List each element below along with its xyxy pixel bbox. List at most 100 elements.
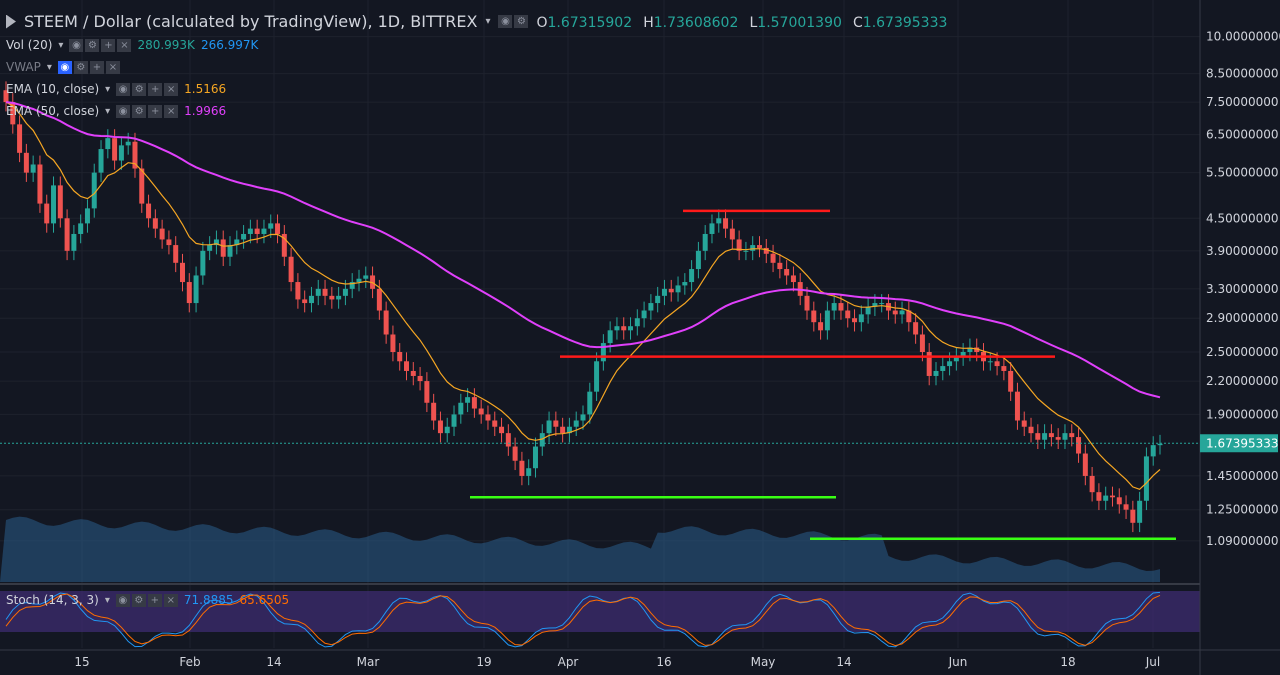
candle-body xyxy=(10,102,16,125)
eye-icon[interactable]: ◉ xyxy=(115,593,130,607)
candle-body xyxy=(241,233,247,240)
candle-body xyxy=(329,295,335,300)
candle-body xyxy=(383,310,389,335)
candle-body xyxy=(947,361,953,367)
candle-body xyxy=(967,347,973,352)
candle-body xyxy=(288,256,294,283)
candle-body xyxy=(1082,453,1088,476)
symbol-title[interactable]: STEEM / Dollar (calculated by TradingVie… xyxy=(24,12,478,31)
candle-body xyxy=(872,303,878,307)
candle-body xyxy=(37,164,43,204)
gear-icon[interactable]: ⚙ xyxy=(85,38,100,52)
stoch-d-line xyxy=(5,593,1161,647)
candle-body xyxy=(424,381,430,403)
add-icon[interactable]: + xyxy=(89,60,104,74)
eye-icon[interactable]: ◉ xyxy=(116,104,131,118)
close-icon[interactable]: × xyxy=(163,593,178,607)
candle-body xyxy=(112,138,118,161)
candle-body xyxy=(621,326,627,331)
close-icon[interactable]: × xyxy=(117,38,132,52)
gear-icon[interactable]: ⚙ xyxy=(73,60,88,74)
candle-body xyxy=(1062,433,1068,440)
indicator-buttons: ◉ ⚙ + × xyxy=(116,104,179,118)
indicator-vwap[interactable]: VWAP ▾ ◉ ⚙ + × xyxy=(6,60,120,74)
ema10-line xyxy=(5,101,1161,490)
candle-body xyxy=(824,310,830,331)
candle-body xyxy=(695,250,701,270)
candle-body xyxy=(560,426,566,434)
candle-body xyxy=(220,239,226,257)
indicator-buttons: ◉ ⚙ + × xyxy=(57,60,120,74)
candle-body xyxy=(580,414,586,421)
close-icon[interactable]: × xyxy=(105,60,120,74)
gear-icon[interactable]: ⚙ xyxy=(132,104,147,118)
candle-body xyxy=(302,299,308,304)
eye-icon[interactable]: ◉ xyxy=(498,15,513,28)
price-axis-tick: 6.50000000 xyxy=(1206,128,1279,142)
candle-body xyxy=(736,239,742,251)
symbol-header: STEEM / Dollar (calculated by TradingVie… xyxy=(6,12,953,31)
candle-body xyxy=(716,218,722,224)
chevron-down-icon[interactable]: ▾ xyxy=(485,16,491,27)
last-price-badge xyxy=(1200,434,1278,453)
indicator-vwap-label: VWAP xyxy=(6,60,41,74)
add-icon[interactable]: + xyxy=(147,593,162,607)
candle-body xyxy=(811,310,817,323)
candle-body xyxy=(275,223,281,234)
gear-icon[interactable]: ⚙ xyxy=(514,15,529,28)
candle-body xyxy=(919,334,925,352)
candle-body xyxy=(1008,370,1014,392)
candle-body xyxy=(1123,504,1129,510)
chevron-down-icon[interactable]: ▾ xyxy=(105,83,111,95)
eye-icon[interactable]: ◉ xyxy=(116,82,131,96)
candle-body xyxy=(607,330,613,344)
trend-lines[interactable] xyxy=(470,209,1176,541)
add-icon[interactable]: + xyxy=(148,104,163,118)
low-value: 1.57001390 xyxy=(757,15,842,31)
indicator-stoch[interactable]: Stoch (14, 3, 3) ▾ ◉ ⚙ + × 71.8885 65.6505 xyxy=(6,593,289,607)
vol-value-2: 266.997K xyxy=(200,38,259,52)
candle-body xyxy=(933,370,939,376)
add-icon[interactable]: + xyxy=(148,82,163,96)
candle-body xyxy=(940,366,946,371)
open-label: O xyxy=(536,15,548,31)
low-label: L xyxy=(749,15,758,31)
eye-icon[interactable]: ◉ xyxy=(69,38,84,52)
candle-body xyxy=(566,426,572,434)
chevron-down-icon[interactable]: ▾ xyxy=(105,105,111,117)
price-axis-tick: 1.90000000 xyxy=(1206,407,1279,421)
candle-body xyxy=(207,245,213,251)
stoch-d-value: 65.6505 xyxy=(239,593,290,607)
candle-body xyxy=(417,375,423,382)
price-axis-tick: 2.50000000 xyxy=(1206,345,1279,359)
time-axis-tick: Jul xyxy=(1145,655,1160,669)
close-icon[interactable]: × xyxy=(164,104,179,118)
time-axis-tick: 16 xyxy=(656,655,671,669)
indicator-ema10[interactable]: EMA (10, close) ▾ ◉ ⚙ + × 1.5166 xyxy=(6,82,226,96)
candle-body xyxy=(152,218,158,229)
candle-body xyxy=(526,468,532,476)
gear-icon[interactable]: ⚙ xyxy=(132,82,147,96)
close-icon[interactable]: × xyxy=(164,82,179,96)
add-icon[interactable]: + xyxy=(101,38,116,52)
price-axis[interactable]: 10.00000000 8.50000000 7.50000000 6.5000000… xyxy=(1199,0,1280,675)
indicator-buttons: ◉ ⚙ + × xyxy=(115,593,178,607)
gear-icon[interactable]: ⚙ xyxy=(131,593,146,607)
indicator-ema50[interactable]: EMA (50, close) ▾ ◉ ⚙ + × 1.9966 xyxy=(6,104,226,118)
candle-body xyxy=(858,314,864,323)
candle-body xyxy=(743,250,749,252)
candle-body xyxy=(1116,497,1122,505)
chevron-down-icon[interactable]: ▾ xyxy=(104,594,110,606)
candle-body xyxy=(84,208,90,224)
chevron-down-icon[interactable]: ▾ xyxy=(46,61,52,73)
indicator-vol[interactable]: Vol (20) ▾ ◉ ⚙ + × 280.993K 266.997K xyxy=(6,38,258,52)
candle-body xyxy=(655,295,661,304)
candle-body xyxy=(485,414,491,421)
chevron-down-icon[interactable]: ▾ xyxy=(58,39,64,51)
price-axis-tick: 8.50000000 xyxy=(1206,67,1279,81)
candle-body xyxy=(1069,433,1075,438)
eye-icon[interactable]: ◉ xyxy=(57,60,72,74)
time-axis[interactable]: 15 Feb 14 Mar 19 Apr 16 May 14 Jun 18 Jul xyxy=(0,649,1280,669)
candle-body xyxy=(234,239,240,246)
